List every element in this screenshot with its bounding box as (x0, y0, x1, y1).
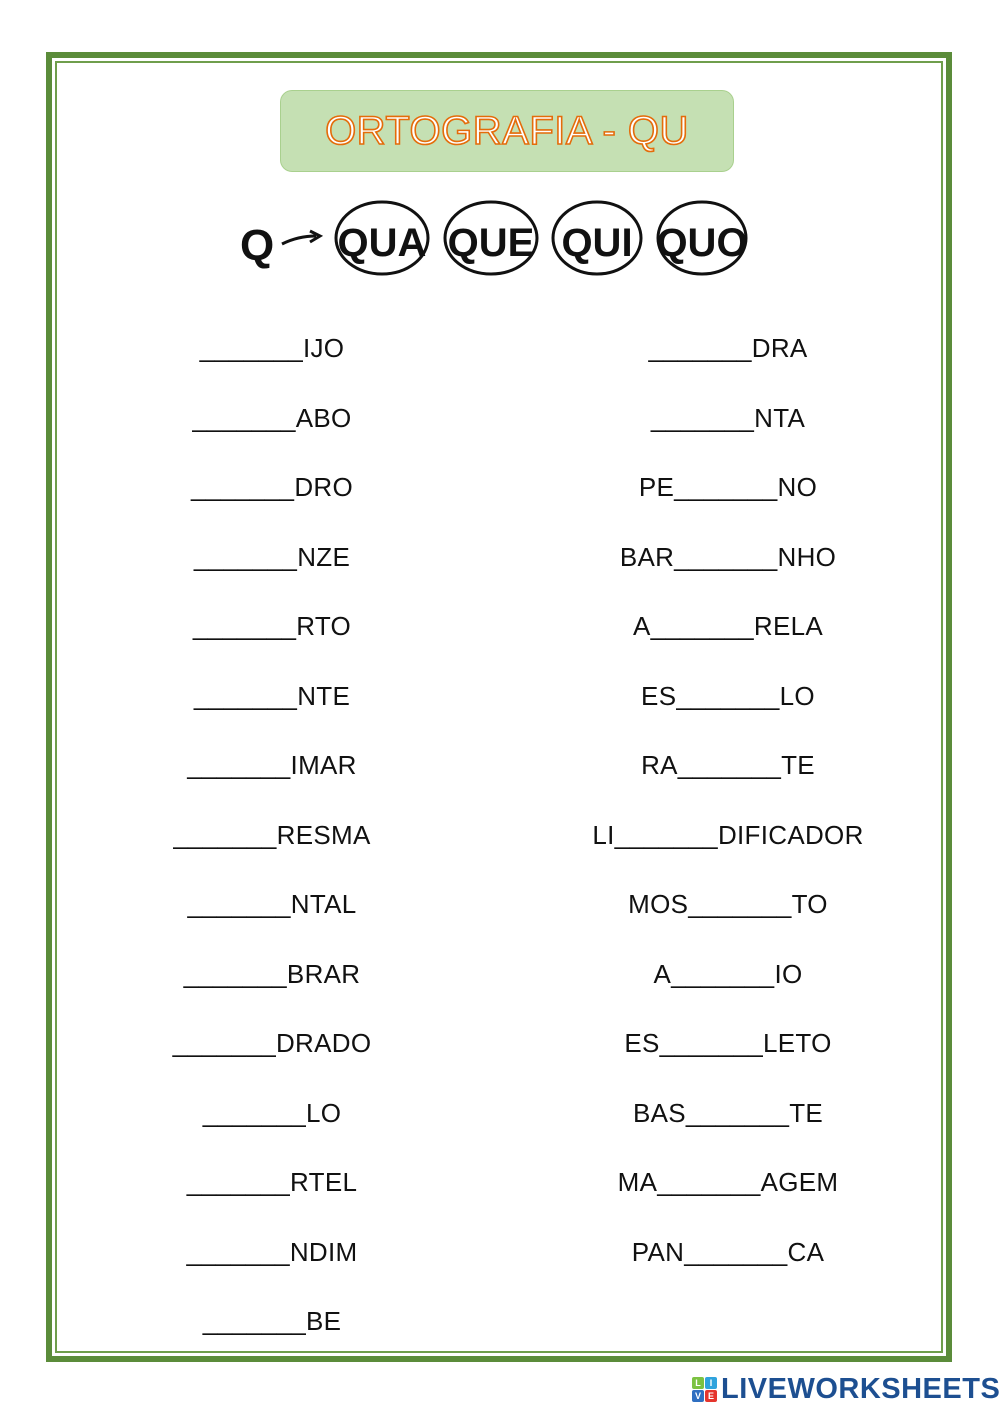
letter-q: Q (240, 221, 274, 270)
worksheet-border (46, 52, 952, 1362)
word-blank-item[interactable]: _______IJO (199, 333, 345, 363)
word-blank-item[interactable]: _______DRADO (172, 1028, 372, 1058)
word-blank-item[interactable]: _______DRO (191, 472, 353, 502)
word-blank-item[interactable]: PE_______NO (638, 472, 818, 502)
word-blank-item[interactable]: _______BRAR (183, 958, 361, 989)
word-blank-item[interactable]: MOS_______TO (628, 889, 828, 919)
syllable-qua: QUA (338, 221, 427, 265)
word-blank-item[interactable]: RA_______TE (641, 750, 815, 780)
syllable-quo: QUO (656, 221, 747, 265)
page-title: ORTOGRAFIA - QU (324, 108, 689, 154)
word-blank-item[interactable]: BAS_______TE (632, 1097, 824, 1128)
word-blank-item[interactable]: _______ABO (192, 402, 352, 433)
syllables-illustration: Q QUA QUE QUI QUO (236, 196, 766, 280)
right-word-column: _______DRA _______NTA PE_______NO BAR______… (498, 328, 958, 1301)
title-banner: ORTOGRAFIA - QU (280, 90, 734, 172)
word-blank-item[interactable]: PAN_______CA (631, 1236, 825, 1267)
word-blank-item[interactable]: _______BE (202, 1306, 342, 1336)
word-blank-item[interactable]: _______NTAL (187, 889, 357, 919)
word-blank-item[interactable]: _______NTA (650, 402, 806, 433)
word-blank-item[interactable]: _______NDIM (186, 1236, 358, 1267)
liveworksheets-logo: L I V E LIVEWORKSHEETS (692, 1373, 1000, 1406)
left-word-column: _______IJO _______ABO _______DRO _______NZE… (42, 328, 502, 1371)
word-blank-item[interactable]: LI_______DIFICADOR (592, 819, 864, 850)
word-blank-item[interactable]: _______RTO (192, 611, 352, 641)
word-blank-item[interactable]: BAR_______NHO (619, 541, 837, 572)
logo-text: LIVEWORKSHEETS (721, 1373, 1000, 1405)
word-blank-item[interactable]: _______NZE (193, 541, 351, 572)
syllable-que: QUE (448, 221, 535, 265)
word-blank-item[interactable]: ES_______LETO (624, 1028, 832, 1058)
word-blank-item[interactable]: _______DRA (648, 333, 808, 363)
word-blank-item[interactable]: _______IMAR (187, 750, 357, 780)
word-blank-item[interactable]: _______LO (202, 1097, 342, 1128)
live-logo-icon: L I V E (692, 1377, 717, 1402)
word-blank-item[interactable]: _______NTE (193, 680, 351, 711)
word-blank-item[interactable]: _______RTEL (186, 1167, 358, 1197)
syllable-qui: QUI (561, 221, 632, 265)
word-blank-item[interactable]: _______RESMA (173, 819, 371, 850)
word-blank-item[interactable]: A_______RELA (632, 611, 824, 641)
word-blank-item[interactable]: ES_______LO (641, 680, 815, 711)
inner-border (55, 61, 943, 1353)
arrow-icon (281, 234, 317, 246)
word-blank-item[interactable]: A_______IO (653, 958, 803, 989)
word-blank-item[interactable]: MA_______AGEM (617, 1167, 839, 1197)
